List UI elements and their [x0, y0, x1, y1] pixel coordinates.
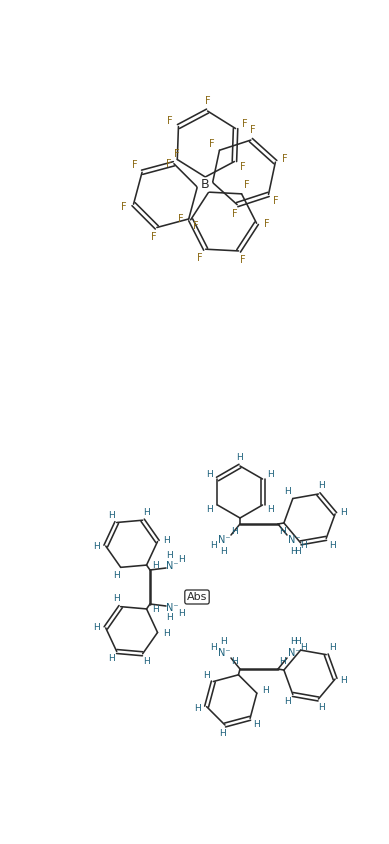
Text: H: H	[143, 657, 150, 667]
Text: F: F	[282, 154, 288, 164]
Text: H: H	[267, 505, 274, 514]
Circle shape	[308, 517, 310, 519]
Circle shape	[308, 674, 310, 675]
Text: F: F	[121, 202, 127, 212]
Text: H: H	[318, 703, 325, 712]
Text: H: H	[194, 705, 201, 713]
Text: H: H	[143, 507, 150, 517]
Text: H: H	[114, 571, 120, 580]
Text: F: F	[209, 138, 215, 149]
Text: H: H	[210, 540, 217, 549]
Text: H: H	[152, 604, 159, 614]
Text: H: H	[341, 508, 347, 517]
Text: H: H	[231, 657, 238, 667]
Text: F: F	[242, 119, 247, 129]
Text: H: H	[166, 614, 173, 623]
Text: F: F	[167, 116, 173, 127]
Text: H: H	[301, 540, 307, 549]
Text: F: F	[244, 181, 250, 191]
Circle shape	[239, 491, 241, 493]
Text: H: H	[231, 527, 238, 535]
Text: F: F	[273, 196, 279, 206]
Text: F: F	[240, 255, 246, 265]
Text: H: H	[318, 481, 325, 490]
Text: H: H	[221, 547, 228, 555]
Text: H: H	[267, 470, 274, 479]
Text: H: H	[284, 697, 291, 706]
Text: H: H	[163, 629, 170, 638]
Text: F: F	[250, 125, 256, 135]
Text: N⁻: N⁻	[166, 561, 178, 571]
Text: F: F	[174, 149, 179, 159]
Text: N⁻: N⁻	[288, 648, 300, 658]
Text: H: H	[210, 643, 217, 652]
Text: H: H	[179, 555, 186, 565]
Circle shape	[223, 220, 224, 223]
Text: F: F	[240, 162, 246, 172]
Text: F: F	[264, 219, 269, 229]
Text: F: F	[205, 96, 211, 106]
Text: H: H	[294, 547, 301, 556]
Text: N⁻: N⁻	[288, 535, 300, 545]
Text: H: H	[329, 643, 335, 652]
Text: H: H	[114, 594, 120, 603]
Text: H: H	[280, 527, 286, 535]
Circle shape	[231, 699, 233, 701]
Text: H: H	[329, 541, 335, 549]
Text: H: H	[93, 543, 100, 551]
Circle shape	[205, 143, 207, 145]
Circle shape	[131, 543, 133, 544]
Text: H: H	[291, 547, 297, 555]
Text: H: H	[280, 657, 286, 667]
Text: F: F	[178, 214, 184, 225]
Text: B: B	[201, 178, 209, 192]
Text: H: H	[206, 470, 213, 479]
Text: H: H	[294, 637, 301, 647]
Text: H: H	[291, 637, 297, 647]
Text: F: F	[197, 252, 203, 262]
Text: N⁻: N⁻	[166, 603, 178, 613]
Text: H: H	[108, 511, 115, 520]
Text: H: H	[301, 643, 307, 652]
Circle shape	[198, 178, 212, 192]
Text: N⁻: N⁻	[218, 648, 230, 658]
Text: H: H	[206, 505, 213, 514]
Text: Abs: Abs	[187, 592, 207, 602]
Text: H: H	[93, 623, 100, 631]
Text: H: H	[163, 536, 170, 545]
Text: F: F	[151, 232, 157, 242]
Circle shape	[131, 630, 133, 631]
Text: H: H	[284, 487, 291, 496]
Text: H: H	[152, 560, 159, 570]
Text: H: H	[203, 671, 210, 679]
Text: H: H	[341, 676, 347, 685]
Text: H: H	[108, 654, 115, 663]
Text: H: H	[221, 637, 228, 647]
Text: H: H	[166, 551, 173, 560]
Text: H: H	[253, 720, 260, 729]
Text: N⁻: N⁻	[218, 535, 230, 545]
Circle shape	[165, 195, 166, 197]
Text: F: F	[193, 221, 199, 231]
Text: H: H	[237, 452, 244, 462]
Text: F: F	[132, 160, 138, 170]
Circle shape	[243, 171, 245, 173]
Text: F: F	[232, 209, 238, 219]
Text: H: H	[219, 729, 226, 738]
Text: H: H	[262, 686, 269, 695]
Text: F: F	[166, 160, 171, 169]
Text: H: H	[179, 609, 186, 619]
